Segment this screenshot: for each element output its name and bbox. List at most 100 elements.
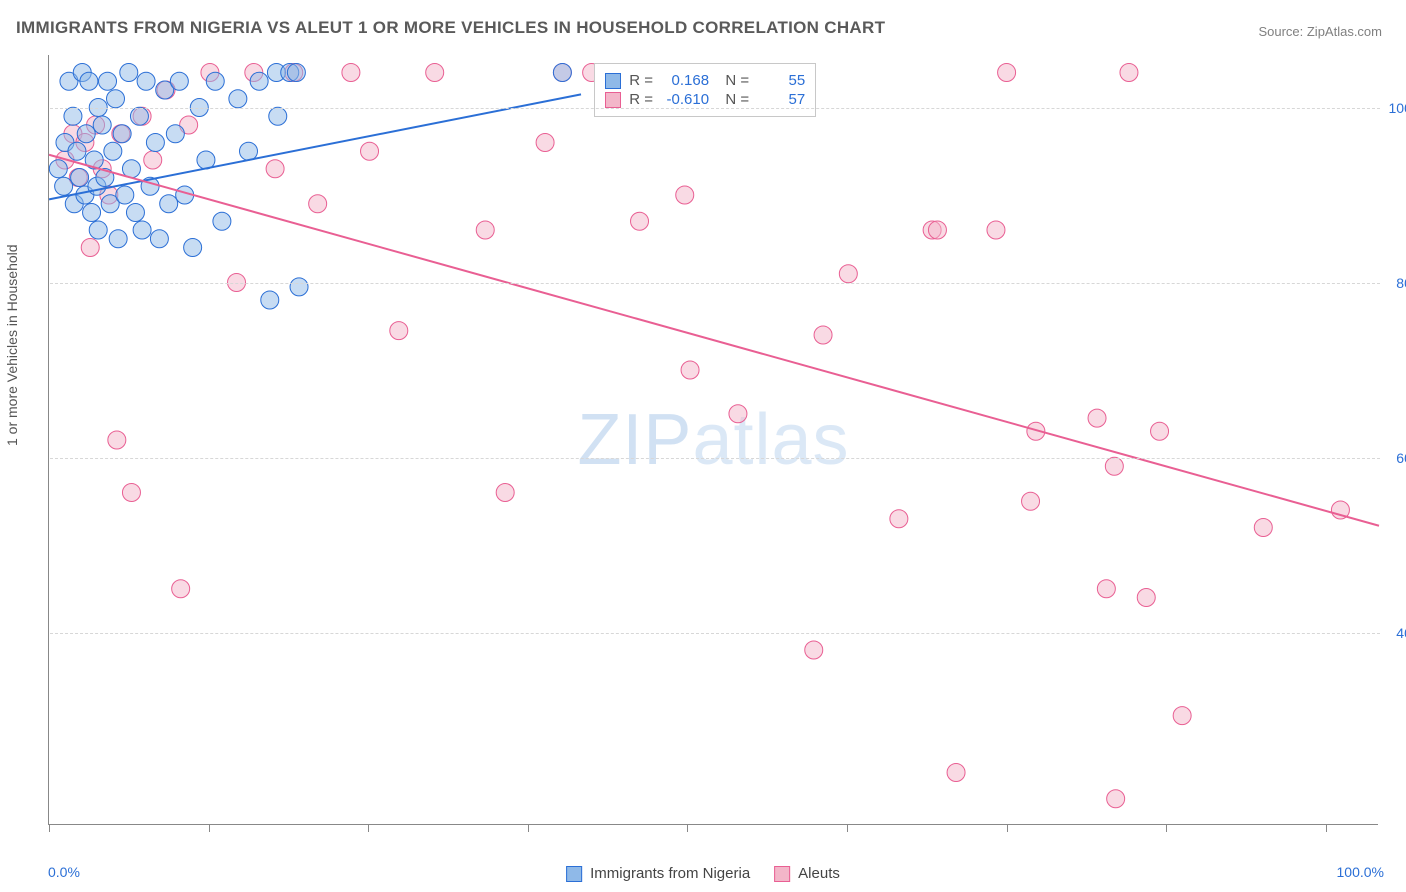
data-point (99, 72, 117, 90)
data-point (476, 221, 494, 239)
data-point (1022, 492, 1040, 510)
data-point (81, 239, 99, 257)
data-point (229, 90, 247, 108)
legend-label: Aleuts (798, 865, 840, 882)
data-point (109, 230, 127, 248)
data-point (89, 221, 107, 239)
data-point (130, 107, 148, 125)
data-point (426, 64, 444, 82)
n-label: N = (717, 91, 749, 108)
data-point (947, 764, 965, 782)
correlation-row: R =-0.610 N =57 (605, 91, 805, 108)
data-point (122, 484, 140, 502)
data-point (1120, 64, 1138, 82)
data-point (93, 116, 111, 134)
data-point (170, 72, 188, 90)
data-point (77, 125, 95, 143)
data-point (987, 221, 1005, 239)
data-point (1151, 422, 1169, 440)
data-point (890, 510, 908, 528)
gridline (50, 458, 1380, 459)
n-label: N = (717, 72, 749, 89)
source-prefix: Source: (1258, 24, 1306, 39)
data-point (166, 125, 184, 143)
x-tick (528, 824, 529, 832)
data-point (113, 125, 131, 143)
n-value: 55 (757, 72, 805, 89)
source-link[interactable]: ZipAtlas.com (1307, 24, 1382, 39)
correlation-row: R = 0.168 N = 55 (605, 72, 805, 89)
data-point (71, 169, 89, 187)
data-point (172, 580, 190, 598)
data-point (107, 90, 125, 108)
data-point (68, 142, 86, 160)
x-tick (209, 824, 210, 832)
data-point (261, 291, 279, 309)
data-point (1105, 457, 1123, 475)
r-label: R = (629, 91, 653, 108)
data-point (144, 151, 162, 169)
data-point (126, 204, 144, 222)
data-point (80, 72, 98, 90)
data-point (1137, 589, 1155, 607)
data-point (108, 431, 126, 449)
x-tick (1007, 824, 1008, 832)
x-tick (687, 824, 688, 832)
x-tick (1326, 824, 1327, 832)
data-point (309, 195, 327, 213)
data-point (839, 265, 857, 283)
data-point (104, 142, 122, 160)
data-point (681, 361, 699, 379)
data-point (287, 64, 305, 82)
regression-line (49, 94, 581, 199)
data-point (1097, 580, 1115, 598)
gridline (50, 633, 1380, 634)
y-tick-label: 100.0% (1389, 100, 1406, 116)
data-point (1254, 519, 1272, 537)
x-tick (49, 824, 50, 832)
data-point (729, 405, 747, 423)
data-point (676, 186, 694, 204)
legend: Immigrants from Nigeria Aleuts (566, 865, 840, 882)
chart-title: IMMIGRANTS FROM NIGERIA VS ALEUT 1 OR MO… (16, 18, 885, 38)
data-point (213, 212, 231, 230)
data-point (64, 107, 82, 125)
r-value: 0.168 (661, 72, 709, 89)
legend-swatch (566, 866, 582, 882)
data-point (146, 134, 164, 152)
r-value: -0.610 (661, 91, 709, 108)
regression-line (49, 155, 1379, 526)
data-point (1173, 707, 1191, 725)
legend-item: Immigrants from Nigeria (566, 865, 750, 882)
data-point (928, 221, 946, 239)
scatter-svg (49, 55, 1378, 824)
y-axis-label: 1 or more Vehicles in Household (4, 244, 20, 446)
data-point (250, 72, 268, 90)
legend-item: Aleuts (774, 865, 840, 882)
data-point (184, 239, 202, 257)
correlation-box: R =0.168 N =55R =-0.610 N =57 (594, 63, 816, 117)
data-point (805, 641, 823, 659)
x-tick (1166, 824, 1167, 832)
data-point (133, 221, 151, 239)
x-tick (847, 824, 848, 832)
gridline (50, 283, 1380, 284)
r-label: R = (629, 72, 653, 89)
y-tick-label: 80.0% (1396, 275, 1406, 291)
plot-area: ZIPatlas R =0.168 N =55R =-0.610 N =57 4… (48, 55, 1378, 825)
data-point (160, 195, 178, 213)
data-point (269, 107, 287, 125)
data-point (361, 142, 379, 160)
data-point (49, 160, 67, 178)
series-swatch (605, 92, 621, 108)
y-tick-label: 60.0% (1396, 450, 1406, 466)
data-point (814, 326, 832, 344)
series-swatch (605, 73, 621, 89)
x-min-label: 0.0% (48, 864, 80, 880)
data-point (631, 212, 649, 230)
x-max-label: 100.0% (1337, 864, 1384, 880)
data-point (137, 72, 155, 90)
legend-label: Immigrants from Nigeria (590, 865, 750, 882)
data-point (206, 72, 224, 90)
y-tick-label: 40.0% (1396, 625, 1406, 641)
